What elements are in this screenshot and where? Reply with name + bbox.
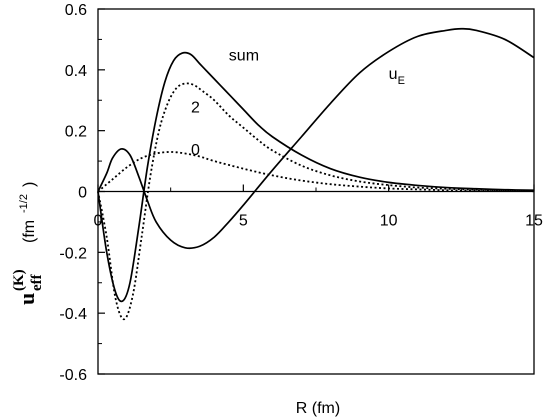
annotation-ue: uE xyxy=(389,66,405,87)
y-axis-label-unit-exp: -1/2 xyxy=(18,194,30,213)
y-tick-label: -0.2 xyxy=(59,245,87,262)
y-tick-label: 0.2 xyxy=(65,124,87,141)
annotations-group: sum 2 0 uE xyxy=(191,48,405,159)
y-tick-label: -0.6 xyxy=(59,367,87,384)
x-tick-label: 10 xyxy=(380,213,398,230)
y-axis-label-subscript: eff xyxy=(29,273,45,291)
y-axis-label-symbol: u xyxy=(14,293,39,305)
y-tick-label: 0.6 xyxy=(65,2,87,19)
x-tick-label: 15 xyxy=(525,213,543,230)
annotation-0: 0 xyxy=(191,142,200,159)
annotation-2: 2 xyxy=(191,99,200,116)
series-group xyxy=(97,27,535,321)
x-tick-label: 0 xyxy=(94,213,103,230)
y-tick-label: -0.4 xyxy=(59,306,87,323)
y-axis-label-superscript: (K) xyxy=(11,269,27,291)
annotation-sum: sum xyxy=(229,48,259,65)
series-line-2 xyxy=(97,82,535,321)
series-line-sum xyxy=(97,51,535,303)
y-axis-label-unit-close: ) xyxy=(21,182,38,187)
y-axis-label: u (K) eff (fm -1/2 ) xyxy=(11,182,45,305)
x-axis-label: R (fm) xyxy=(296,400,340,417)
y-tick-label: 0 xyxy=(78,185,87,202)
y-tick-label: 0.4 xyxy=(65,63,87,80)
series-line-u-e xyxy=(97,27,535,250)
x-tick-label: 5 xyxy=(239,213,248,230)
ticks-group: -0.6 -0.4 -0.2 0 0.2 0.4 0.6 0 5 10 15 xyxy=(59,2,543,384)
y-axis-label-unit: (fm xyxy=(21,220,38,243)
